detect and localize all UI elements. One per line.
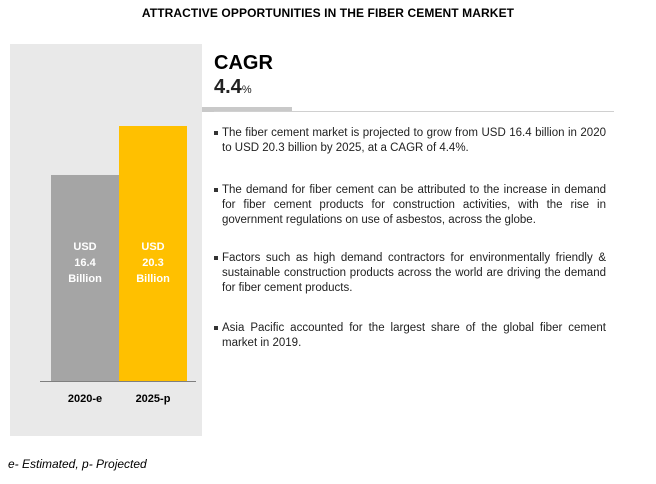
insight-list: The fiber cement market is projected to … <box>214 126 606 351</box>
bar-2025-p <box>119 126 187 381</box>
bar-data-label: Billion <box>136 273 170 285</box>
bar-data-label: USD <box>141 241 164 253</box>
x-tick-label: 2025-p <box>136 393 171 405</box>
cagr-value: 4.4% <box>214 76 252 99</box>
bar-2020-e <box>51 174 119 381</box>
cagr-label: CAGR <box>214 52 273 74</box>
footnote: e- Estimated, p- Projected <box>8 457 147 471</box>
cagr-underline <box>202 107 292 112</box>
insight-item: Factors such as high demand contractors … <box>214 251 606 296</box>
page-title: ATTRACTIVE OPPORTUNITIES IN THE FIBER CE… <box>141 6 515 20</box>
divider <box>214 111 614 112</box>
insight-item: Asia Pacific accounted for the largest s… <box>214 321 606 351</box>
bar-data-label: USD <box>73 241 96 253</box>
bar-data-label: 16.4 <box>74 257 96 269</box>
cagr-number: 4.4 <box>214 76 242 98</box>
x-tick-label: 2020-e <box>68 393 102 405</box>
insight-item: The demand for fiber cement can be attri… <box>214 183 606 228</box>
insight-item: The fiber cement market is projected to … <box>214 126 606 156</box>
bar-data-label: 20.3 <box>142 257 163 269</box>
cagr-unit: % <box>241 84 252 96</box>
bar-data-label: Billion <box>68 273 102 285</box>
